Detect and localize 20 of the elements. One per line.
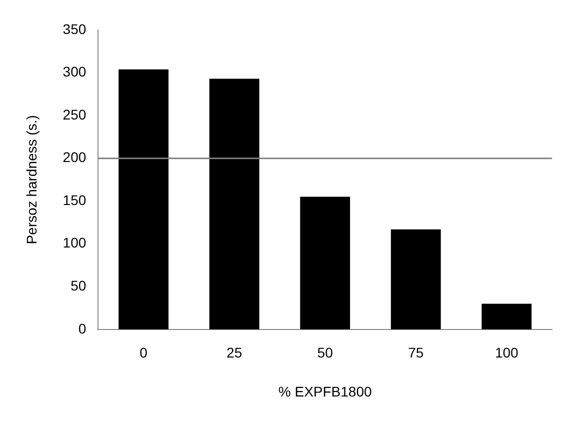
x-tick-label: 0 xyxy=(140,344,148,361)
bar xyxy=(390,229,441,330)
y-tick-label: 200 xyxy=(62,149,86,166)
x-axis-title: % EXPFB1800 xyxy=(278,383,372,400)
y-tick-label: 50 xyxy=(70,277,86,294)
y-tick-label: 0 xyxy=(78,320,86,336)
x-tick-label: 75 xyxy=(408,344,424,361)
bar xyxy=(482,304,532,330)
x-tick-label: 50 xyxy=(317,344,334,361)
y-axis-title: Persoz hardness (s.) xyxy=(23,115,40,244)
y-tick-label: 250 xyxy=(62,106,86,122)
y-tick-label: 150 xyxy=(62,192,86,208)
x-tick-label: 100 xyxy=(494,344,519,361)
bar xyxy=(300,196,350,330)
y-tick-label: 100 xyxy=(62,234,86,251)
x-tick-label: 25 xyxy=(226,344,242,361)
bar xyxy=(209,78,260,330)
bar xyxy=(118,69,169,330)
y-tick-label: 300 xyxy=(62,64,86,80)
y-tick-label: 350 xyxy=(62,20,86,37)
